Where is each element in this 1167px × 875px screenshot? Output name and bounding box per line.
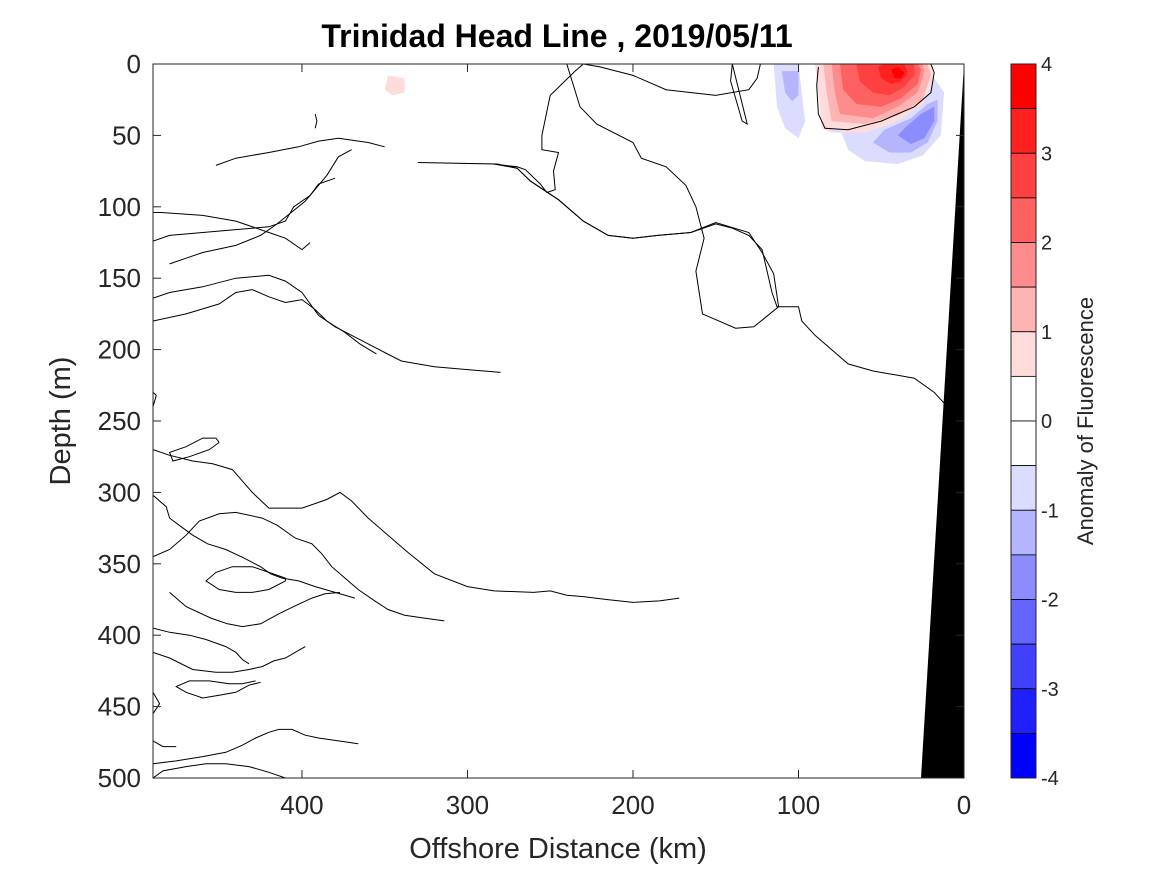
y-axis-label: Depth (m): [45, 357, 77, 486]
x-tick-label-4: 0: [957, 790, 971, 820]
colorbar-level-4: [1010, 242, 1037, 288]
colorbar-label: Anomaly of Fluorescence: [1073, 297, 1098, 545]
colorbar-level-5: [1010, 286, 1037, 333]
contour-line-16: [169, 591, 341, 628]
filled-region-6: [877, 64, 908, 84]
contour-line-4: [493, 64, 780, 329]
contour-line-25: [314, 113, 318, 129]
contour-line-10: [153, 289, 377, 355]
colorbar-tick-label-6: -2: [1041, 590, 1059, 612]
contour-line-19: [153, 692, 161, 714]
colorbar-tick-label-2: 2: [1041, 233, 1052, 255]
contour-line-18: [153, 627, 250, 665]
colorbar-level-7: [1010, 375, 1037, 422]
contour-line-2: [583, 64, 761, 96]
y-tick-label-8: 400: [98, 620, 141, 650]
y-tick-label-1: 50: [112, 120, 141, 150]
y-tick-label-2: 100: [98, 192, 141, 222]
filled-region-0: [384, 75, 405, 96]
contour-line-13: [168, 437, 220, 462]
contour-line-21: [153, 763, 286, 778]
colorbar-tick-label-3: 1: [1041, 322, 1052, 344]
colorbar-level-2: [1010, 152, 1037, 199]
contour-line-17: [153, 646, 306, 673]
contour-line-23: [175, 680, 261, 699]
colorbar-level-11: [1010, 554, 1037, 600]
contour-line-22: [205, 566, 286, 593]
colorbar-tick-label-0: 4: [1041, 54, 1052, 76]
y-tick-label-4: 200: [98, 335, 141, 365]
x-tick-label-3: 100: [777, 790, 820, 820]
filled-region-9: [781, 71, 799, 102]
contour-line-6: [169, 149, 352, 265]
colorbar: 4 3 2 1 0 -1 -2 -3 -4: [1010, 54, 1059, 790]
x-axis-label: Offshore Distance (km): [409, 833, 707, 865]
colorbar-tick-label-7: -3: [1041, 679, 1059, 701]
contour-line-9: [153, 274, 501, 373]
colorbar-level-15: [1010, 732, 1037, 779]
colorbar-level-6: [1010, 331, 1037, 377]
colorbar-level-8: [1010, 420, 1037, 467]
contour-line-8: [153, 177, 336, 242]
contour-line-15: [153, 494, 356, 599]
colorbar-level-1: [1010, 108, 1037, 154]
colorbar-level-13: [1010, 643, 1037, 690]
colorbar-level-3: [1010, 197, 1037, 243]
y-tick-label-7: 350: [98, 549, 141, 579]
y-tick-label-0: 0: [127, 49, 141, 79]
contour-line-24: [153, 740, 177, 748]
y-tick-label-9: 450: [98, 692, 141, 722]
x-tick-label-0: 400: [280, 790, 323, 820]
x-tick-label-1: 300: [446, 790, 489, 820]
y-tick-label-5: 250: [98, 406, 141, 436]
plot-area: 400 300 200 100 0 0 50 100 150 200 250 300 350 400 450…: [98, 49, 972, 820]
x-tick-label-2: 200: [611, 790, 654, 820]
colorbar-level-10: [1010, 509, 1037, 556]
plot-background: [153, 64, 964, 778]
filled-region-7: [891, 66, 905, 79]
colorbar-level-14: [1010, 688, 1037, 734]
colorbar-level-0: [1010, 63, 1037, 110]
y-tick-label-3: 150: [98, 263, 141, 293]
colorbar-tick-label-1: 3: [1041, 143, 1052, 165]
colorbar-level-9: [1010, 465, 1037, 511]
y-tick-label-6: 300: [98, 477, 141, 507]
landmass: [921, 64, 964, 778]
colorbar-level-12: [1010, 599, 1037, 645]
contour-line-14: [153, 511, 445, 622]
contour-line-11: [153, 392, 157, 407]
contour-line-12: [153, 449, 680, 603]
chart-title: Trinidad Head Line , 2019/05/11: [321, 18, 792, 54]
filled-region-12: [897, 106, 935, 144]
contour-line-1: [730, 64, 748, 126]
colorbar-tick-label-8: -4: [1041, 768, 1059, 790]
contour-line-20: [153, 728, 359, 765]
colorbar-tick-label-4: 0: [1041, 411, 1052, 433]
contour-line-5: [215, 137, 385, 166]
y-tick-label-10: 500: [98, 763, 141, 793]
contour-line-0: [816, 64, 935, 131]
contour-line-7: [153, 212, 311, 251]
colorbar-tick-label-5: -1: [1041, 500, 1059, 522]
